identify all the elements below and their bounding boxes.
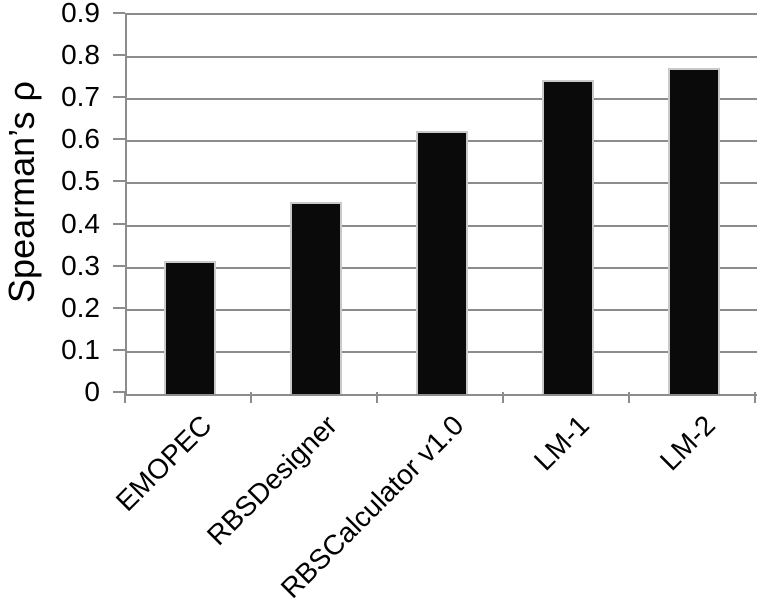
x-category-label-lm-2: LM-2 <box>654 409 722 477</box>
y-tick-label-0: 0 <box>84 376 100 407</box>
x-tick-mark-5 <box>754 392 756 403</box>
bar-lm-1 <box>542 80 594 394</box>
x-tick-mark-3 <box>502 392 504 403</box>
y-tick-mark-0 <box>113 391 125 393</box>
x-tick-mark-4 <box>628 392 630 403</box>
y-tick-label-0.5: 0.5 <box>61 165 100 197</box>
x-tick-mark-1 <box>250 392 252 403</box>
y-tick-mark-0.8 <box>113 54 125 57</box>
bar-lm-2 <box>668 67 720 394</box>
gridline-0.8 <box>127 56 757 59</box>
y-tick-mark-0.3 <box>113 264 125 267</box>
x-tick-mark-2 <box>376 392 378 403</box>
y-tick-label-0.1: 0.1 <box>61 333 100 365</box>
y-tick-label-0.6: 0.6 <box>61 123 100 155</box>
x-tick-mark-0 <box>124 392 126 403</box>
y-tick-label-0.4: 0.4 <box>61 207 100 239</box>
y-tick-label-0.7: 0.7 <box>61 81 100 113</box>
y-tick-mark-0.9 <box>113 12 125 14</box>
y-tick-mark-0.1 <box>113 348 125 351</box>
y-tick-label-0.2: 0.2 <box>61 291 100 323</box>
y-tick-mark-0.7 <box>113 96 125 99</box>
x-category-label-emopec: EMOPEC <box>109 409 218 518</box>
bar-rbscalculator-v1-0 <box>416 130 468 394</box>
bar-emopec <box>164 261 216 394</box>
y-tick-mark-0.4 <box>113 222 125 225</box>
y-tick-mark-0.5 <box>113 180 125 183</box>
x-category-label-lm-1: LM-1 <box>528 409 596 477</box>
y-tick-mark-0.2 <box>113 306 125 309</box>
gridline-0.7 <box>127 98 757 101</box>
y-tick-label-0.3: 0.3 <box>61 249 100 281</box>
y-tick-label-0.9: 0.9 <box>61 0 100 28</box>
bar-rbsdesigner <box>290 202 342 394</box>
y-tick-mark-0.6 <box>113 138 125 141</box>
y-tick-label-0.8: 0.8 <box>61 39 100 71</box>
x-category-label-rbsdesigner: RBSDesigner <box>201 409 344 552</box>
plot-area <box>125 13 757 396</box>
